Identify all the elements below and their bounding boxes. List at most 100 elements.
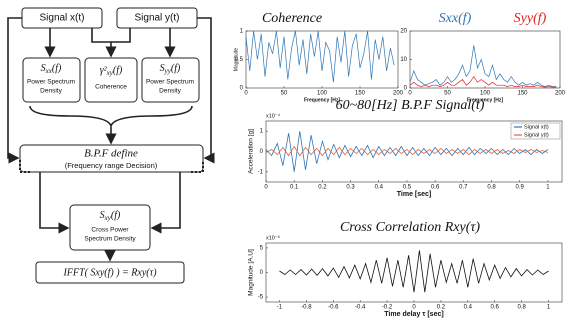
x-tick-label: 100 (317, 91, 328, 97)
sxx-label: Power Spectrum (27, 79, 75, 86)
sym: S (100, 210, 105, 221)
x-tick-label: 50 (444, 91, 451, 97)
scale-label: x10⁻⁶ (266, 234, 280, 241)
chart-title: 60~80[Hz] B.P.F Signal(t) (336, 98, 485, 113)
sub: xx (45, 67, 53, 75)
series-heading: Sxx(f) (439, 11, 472, 26)
x-tick-label: 0.8 (517, 305, 526, 311)
x-tick-label: 100 (480, 91, 491, 97)
sym: S (160, 63, 165, 74)
syy-symbol: Syy(f) (160, 63, 181, 74)
sxy-symbol: Sxy(f) (100, 210, 121, 221)
x-tick-label: 0 (244, 91, 248, 97)
flow-diagram: Signal x(t) Signal y(t) Sxx(f) Power Spe… (7, 7, 215, 284)
coherence-box (84, 57, 138, 103)
x-tick-label: 0.4 (375, 185, 384, 191)
signal-x-box (21, 7, 103, 29)
x-axis-label: Frequency [Hz] (304, 97, 340, 103)
x-tick-label: 0.2 (318, 185, 327, 191)
y-axis-label: Magnitude [A.U] (248, 249, 255, 296)
ifft: IFFT( Sxy(f) ) = Rxy(τ) (62, 267, 157, 278)
x-axis-label: Frequency [Hz] (467, 97, 503, 103)
x-tick-label: -0.8 (301, 305, 312, 311)
sxy-label: Cross Power (91, 227, 129, 234)
chart-title: Cross Correlation Rxy(τ) (340, 220, 480, 235)
y-tick-label: -1 (258, 169, 264, 175)
x-tick-label: 0.7 (459, 185, 468, 191)
series-heading: Syy(f) (514, 11, 547, 26)
sub: xy (104, 214, 112, 222)
sxx-box (22, 57, 81, 103)
sxy-box (69, 204, 151, 251)
y-tick-label: 1 (240, 29, 244, 35)
x-tick-label: 200 (393, 91, 404, 97)
x-tick-label: 0.8 (487, 185, 496, 191)
y-tick-label: 0 (240, 86, 244, 92)
sxx-symbol: Sxx(f) (41, 63, 62, 74)
x-tick-label: -0.6 (328, 305, 339, 311)
sym: (f) (171, 63, 181, 74)
y-axis-label: Acceleration [g] (248, 129, 255, 174)
x-tick-label: -0.2 (382, 305, 393, 311)
x-tick-label: 200 (555, 91, 566, 97)
x-tick-label: 0.4 (464, 305, 473, 311)
syy-label: Power Spectrum (146, 79, 194, 86)
legend-frame (510, 122, 561, 140)
sub: xy (106, 69, 114, 77)
y-tick-label: 10 (400, 57, 407, 63)
plot-frame (409, 30, 561, 89)
signal-x: Signal x(t) (39, 13, 84, 24)
y-tick-label: 20 (400, 29, 407, 35)
bpf-subtitle: (Frequency range Decision) (65, 161, 158, 170)
plot-frame (245, 30, 399, 89)
sxx-label: Density (40, 88, 62, 95)
x-tick-label: 0 (408, 91, 412, 97)
y-tick-label: 0 (404, 86, 408, 92)
plot-frame (265, 242, 563, 303)
series-line (265, 131, 549, 172)
scale-label: x10⁻⁴ (266, 112, 281, 119)
x-tick-label: 0.6 (491, 305, 500, 311)
x-tick-label: -1 (277, 305, 283, 311)
series-line (279, 250, 549, 293)
sxy-label: Spectrum Density (84, 236, 136, 243)
x-axis-label: Time [sec] (397, 191, 432, 198)
x-tick-label: 0.9 (516, 185, 525, 191)
signal-y: Signal y(t) (134, 13, 179, 24)
x-tick-label: 150 (355, 91, 366, 97)
sym: (f) (113, 65, 123, 76)
bpf-title: B.P.F define (84, 148, 138, 160)
sym: (f) (111, 210, 121, 221)
legend-label: Signal y(t) (524, 132, 549, 138)
x-tick-label: 0.2 (437, 305, 446, 311)
sym: S (41, 63, 46, 74)
y-tick-label: 0 (260, 149, 264, 155)
syy-box (141, 57, 200, 103)
syy-label: Density (159, 88, 181, 95)
y-tick-label: 0.5 (235, 57, 244, 63)
coherence-label: Coherence (95, 84, 127, 91)
sym: γ² (100, 65, 108, 76)
x-tick-label: -0.4 (355, 305, 366, 311)
y-tick-label: 5 (260, 245, 264, 251)
y-tick-label: 1 (260, 129, 264, 135)
bpf-box (19, 144, 204, 173)
x-tick-label: 1 (546, 185, 550, 191)
x-tick-label: 0.1 (290, 185, 299, 191)
x-tick-label: 0 (264, 185, 268, 191)
x-tick-label: 1 (547, 305, 551, 311)
series-line (409, 45, 557, 87)
series-line (409, 75, 557, 88)
sub: yy (164, 67, 172, 75)
y-tick-label: 0 (260, 270, 264, 276)
x-tick-label: 0.3 (346, 185, 355, 191)
chart-title: Coherence (262, 11, 322, 26)
x-tick-label: 0 (412, 305, 416, 311)
x-axis-label: Time delay τ [sec] (384, 311, 443, 318)
x-tick-label: 0.5 (403, 185, 412, 191)
x-tick-label: 50 (281, 91, 288, 97)
ifft-box (35, 261, 185, 284)
plot-frame (265, 120, 563, 183)
y-tick-label: -5 (258, 295, 264, 301)
